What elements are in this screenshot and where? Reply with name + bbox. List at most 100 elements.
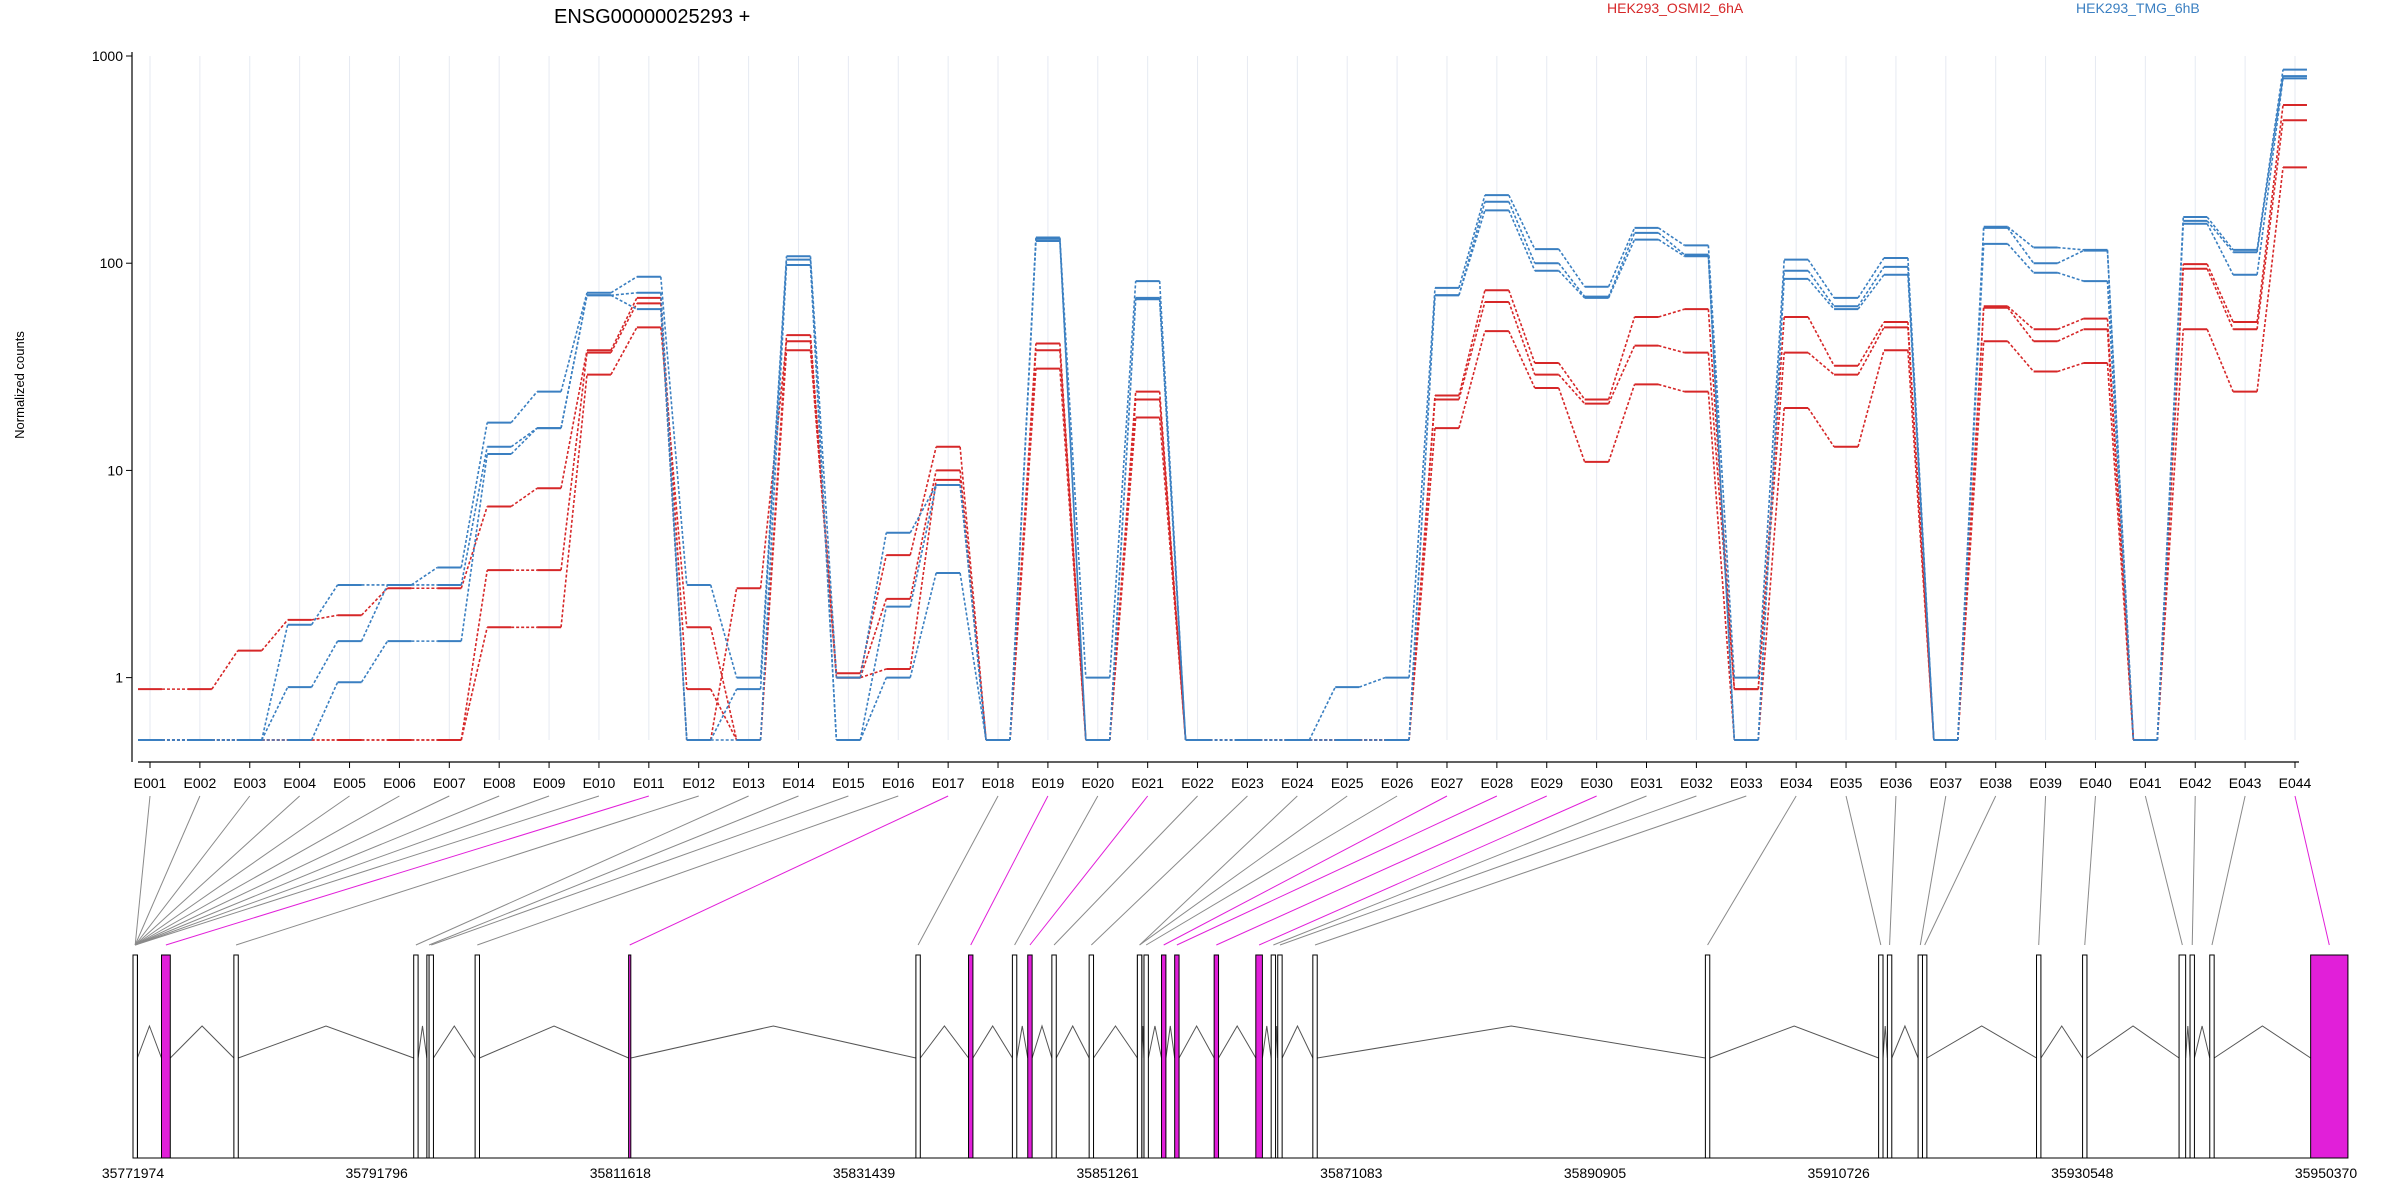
- genomic-tick-label: 35831439: [833, 1165, 896, 1181]
- exon-connector: [1919, 795, 1947, 946]
- intron: [1926, 1025, 2037, 1059]
- series-connector: [959, 572, 987, 741]
- exon-connector: [134, 795, 300, 946]
- series-connector: [211, 650, 239, 690]
- series-connector: [610, 297, 638, 351]
- series-connector: [1857, 266, 1885, 307]
- series-connector: [1009, 368, 1037, 741]
- series-connector: [1508, 290, 1536, 364]
- exon-block: [628, 954, 632, 1159]
- x-tick-label: E005: [333, 775, 366, 791]
- exon-block: [2209, 954, 2215, 1159]
- series-connector: [460, 422, 489, 568]
- series-connector: [1956, 341, 1985, 741]
- exon-connector: [1258, 795, 1597, 946]
- legend-label-osmi2: HEK293_OSMI2_6hA: [1607, 0, 1744, 16]
- series-connector: [759, 341, 788, 589]
- series-connector: [510, 487, 538, 508]
- series-connector: [2106, 362, 2135, 741]
- intron: [433, 1025, 476, 1059]
- x-tick-label: E023: [1231, 775, 1264, 791]
- x-tick-label: E022: [1181, 775, 1214, 791]
- series-connector: [909, 446, 937, 556]
- series-connector: [2206, 268, 2234, 330]
- series-connector: [1707, 256, 1736, 741]
- series-connector: [1707, 254, 1736, 741]
- series-connector: [1059, 238, 1087, 741]
- intron: [630, 1025, 917, 1059]
- series-connector: [460, 506, 488, 589]
- genomic-tick-label: 35811618: [590, 1165, 651, 1181]
- intron: [1882, 1025, 1888, 1059]
- series-connector: [909, 484, 937, 534]
- exon-block: [233, 954, 239, 1159]
- series-connector: [2256, 120, 2284, 330]
- exon-connector: [134, 795, 350, 946]
- series-connector: [859, 606, 888, 741]
- intron: [1261, 1025, 1272, 1059]
- exon-block: [1088, 954, 1095, 1159]
- series-connector: [460, 453, 489, 642]
- series-connector: [2057, 362, 2084, 373]
- series-connector: [1607, 345, 1636, 404]
- series-connector: [909, 572, 937, 678]
- series-connector: [1658, 383, 1685, 393]
- exon-block: [1027, 954, 1033, 1159]
- series-connector: [360, 584, 389, 642]
- series-connector: [1807, 278, 1835, 310]
- exon-block: [915, 954, 921, 1159]
- x-tick-label: E016: [882, 775, 915, 791]
- exon-connector: [134, 795, 450, 946]
- x-tick-label: E015: [832, 775, 865, 791]
- series-connector: [2206, 216, 2234, 251]
- series-connector: [560, 350, 588, 489]
- series-connector: [2106, 250, 2135, 741]
- series-connector: [2057, 249, 2084, 264]
- series-connector: [809, 350, 838, 678]
- exon-connector: [1889, 795, 1897, 946]
- series-connector: [1807, 407, 1835, 448]
- x-tick-label: E032: [1680, 775, 1713, 791]
- exon-connector: [134, 795, 201, 946]
- exon-block: [1277, 954, 1283, 1159]
- x-tick-label: E019: [1032, 775, 1065, 791]
- exon-connector: [2294, 795, 2330, 946]
- genomic-tick-label: 35771974: [102, 1165, 165, 1181]
- exon-connector: [1707, 795, 1797, 946]
- series-connector: [859, 532, 888, 678]
- x-tick-label: E033: [1730, 775, 1763, 791]
- series-connector: [2007, 227, 2035, 264]
- series-connector: [1308, 686, 1336, 741]
- intron: [919, 1025, 969, 1059]
- series-connector: [2057, 328, 2084, 342]
- exon-block: [474, 954, 480, 1159]
- exon-connector: [1163, 795, 1448, 946]
- series-connector: [1508, 201, 1536, 264]
- exon-connector: [1029, 795, 1149, 946]
- x-tick-label: E036: [1880, 775, 1913, 791]
- series-connector: [1607, 232, 1636, 297]
- exon-block: [2189, 954, 2195, 1159]
- x-tick-label: E008: [483, 775, 516, 791]
- series-connector: [1857, 274, 1885, 310]
- series-connector: [1857, 350, 1885, 448]
- intron: [169, 1025, 235, 1059]
- exon-block: [968, 954, 974, 1159]
- exon-connector: [629, 795, 949, 946]
- intron: [1031, 1024, 1053, 1059]
- series-connector: [1508, 301, 1536, 375]
- series-connector: [859, 598, 888, 678]
- exon-connector: [135, 795, 550, 946]
- exon-block: [1878, 954, 1884, 1159]
- series-connector: [1857, 257, 1885, 299]
- x-tick-label: E030: [1580, 775, 1613, 791]
- exon-connector: [1053, 795, 1198, 946]
- x-tick-label: E028: [1481, 775, 1514, 791]
- exon-connector: [2038, 795, 2047, 946]
- x-tick-label: E009: [533, 775, 566, 791]
- exon-block: [1011, 954, 1018, 1159]
- legend-label-tmg: HEK293_TMG_6hB: [2076, 0, 2200, 16]
- exon-block: [413, 954, 419, 1159]
- series-connector: [510, 391, 538, 424]
